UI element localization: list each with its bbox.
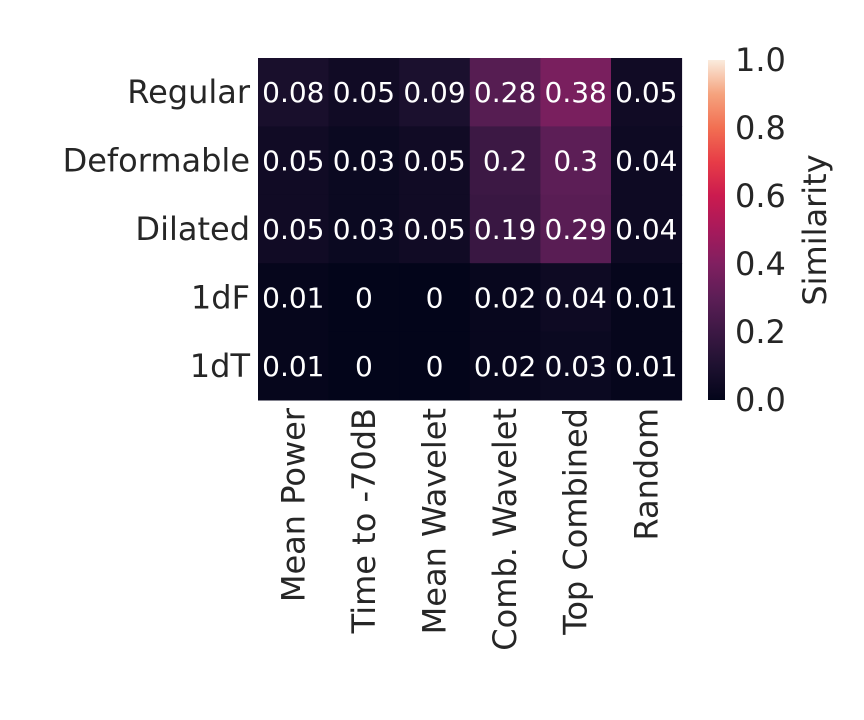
cell-value: 0 <box>426 281 444 314</box>
cell-value: 0.01 <box>262 281 324 314</box>
column-label: Mean Power <box>274 407 312 602</box>
cell-value: 0.04 <box>615 145 677 178</box>
cell-value: 0.3 <box>553 145 598 178</box>
heatmap-cell <box>611 263 683 333</box>
cell-value: 0.05 <box>615 76 677 109</box>
cell-value: 0.03 <box>333 145 395 178</box>
heatmap-cell <box>258 126 330 196</box>
heatmap-cell <box>258 331 330 401</box>
cell-value: 0.19 <box>474 213 536 246</box>
heatmap-cells: 0.08 0.05 0.09 0.28 0.38 0.050.05 0.03 0.05 0.2 0… <box>258 58 683 401</box>
cell-value: 0.09 <box>403 76 465 109</box>
colorbar-tick-label: 0.6 <box>735 177 786 215</box>
heatmap-cell <box>399 263 471 333</box>
colorbar-label: Similarity <box>796 154 834 305</box>
heatmap-cell <box>540 58 612 127</box>
cell-value: 0.02 <box>474 281 536 314</box>
cell-value: 0.02 <box>474 350 536 383</box>
colorbar-tick-label: 1.0 <box>735 41 786 79</box>
heatmap-cell <box>469 126 541 196</box>
cell-value: 0.29 <box>545 213 607 246</box>
cell-value: 0.04 <box>615 213 677 246</box>
column-label: Comb. Wavelet <box>486 408 524 651</box>
heatmap-cell <box>469 58 541 127</box>
heatmap-cell <box>399 58 471 127</box>
cell-value: 0.38 <box>545 76 607 109</box>
heatmap-cell <box>328 194 400 264</box>
cell-value: 0 <box>355 281 373 314</box>
heatmap-cell <box>328 331 400 401</box>
column-label: Top Combined <box>557 408 595 636</box>
colorbar-tick-label: 0.8 <box>735 109 786 147</box>
cell-value: 0.01 <box>615 350 677 383</box>
row-label: 1dF <box>191 278 250 316</box>
heatmap-cell <box>611 194 683 264</box>
heatmap-cell <box>540 331 612 401</box>
colorbar-ticks: 0.0 0.2 0.4 0.6 0.8 1.0 <box>735 41 786 419</box>
heatmap-cell <box>328 126 400 196</box>
heatmap-cell <box>611 58 683 127</box>
cell-value: 0.2 <box>483 145 528 178</box>
heatmap-cell <box>540 194 612 264</box>
cell-value: 0.05 <box>403 213 465 246</box>
heatmap-cell <box>469 263 541 333</box>
column-labels: Mean Power Time to -70dB Mean Wavelet Comb.… <box>274 407 665 651</box>
heatmap-cell <box>258 58 330 127</box>
cell-value: 0.04 <box>545 281 607 314</box>
heatmap-cell <box>258 194 330 264</box>
cell-value: 0.01 <box>262 350 324 383</box>
heatmap-cell <box>328 263 400 333</box>
column-label: Mean Wavelet <box>416 408 454 634</box>
column-label: Time to -70dB <box>345 408 383 634</box>
heatmap-cell <box>540 263 612 333</box>
row-labels: Regular Deformable Dilated 1dF 1dT <box>63 73 251 385</box>
colorbar-tick-label: 0.0 <box>735 381 786 419</box>
colorbar-tick-label: 0.2 <box>735 313 786 351</box>
cell-value: 0.03 <box>333 213 395 246</box>
heatmap-cell <box>469 331 541 401</box>
row-label: Regular <box>127 73 251 111</box>
cell-value: 0.28 <box>474 76 536 109</box>
cell-value: 0 <box>355 350 373 383</box>
colorbar-tick-label: 0.4 <box>735 245 786 283</box>
cell-value: 0.01 <box>615 281 677 314</box>
heatmap-cell <box>399 126 471 196</box>
cell-value: 0.05 <box>262 145 324 178</box>
cell-value: 0.08 <box>262 76 324 109</box>
heatmap-cell <box>611 331 683 401</box>
cell-value: 0.05 <box>333 76 395 109</box>
cell-value: 0.03 <box>545 350 607 383</box>
row-label: Deformable <box>63 142 250 180</box>
cell-value: 0 <box>426 350 444 383</box>
heatmap-cell <box>540 126 612 196</box>
heatmap-cell <box>611 126 683 196</box>
row-label: Dilated <box>135 210 250 248</box>
heatmap-cell <box>399 194 471 264</box>
cell-value: 0.05 <box>262 213 324 246</box>
cell-value: 0.05 <box>403 145 465 178</box>
heatmap-cell <box>399 331 471 401</box>
heatmap-cell <box>328 58 400 127</box>
row-label: 1dT <box>190 347 251 385</box>
colorbar-gradient <box>708 60 725 400</box>
heatmap-cell <box>258 263 330 333</box>
column-label: Random <box>627 408 665 540</box>
heatmap-cell <box>469 194 541 264</box>
colorbar: 0.0 0.2 0.4 0.6 0.8 1.0 Similarity <box>708 41 834 419</box>
